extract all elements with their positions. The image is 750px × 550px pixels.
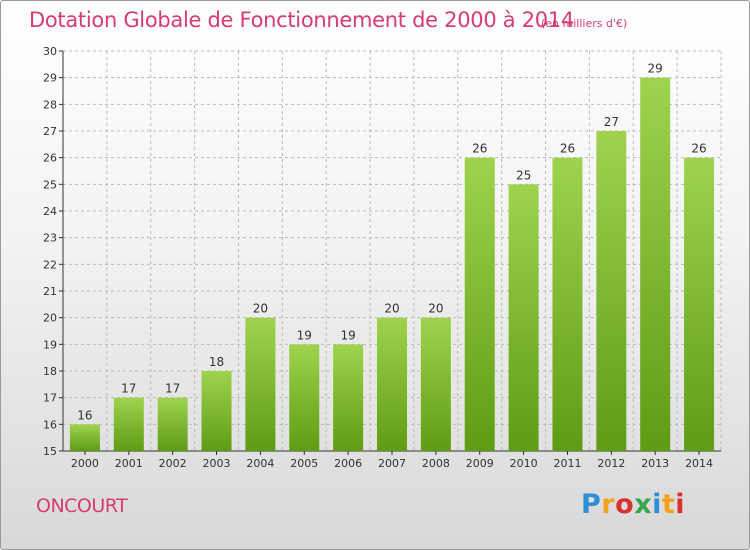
- y-tick-label: 22: [43, 258, 57, 271]
- labels: 15 16 17 18 19 20 21 22 23 24 25 26 27 28 29 30 16 2000 17…: [43, 45, 713, 470]
- y-tick-label: 26: [43, 152, 57, 165]
- value-label: 29: [648, 62, 663, 76]
- y-tick-label: 23: [43, 232, 57, 245]
- bar-2002: [157, 397, 188, 451]
- logo-letter: r: [601, 489, 616, 520]
- bar-2001: [113, 397, 144, 451]
- y-tick-label: 20: [43, 312, 57, 325]
- bar-2000: [69, 424, 100, 451]
- value-label: 19: [340, 328, 355, 342]
- bar-2013: [640, 77, 671, 452]
- bar-2009: [464, 157, 495, 451]
- x-tick-label: 2014: [685, 457, 713, 470]
- y-tick-label: 19: [43, 338, 57, 351]
- bar-2012: [596, 131, 627, 451]
- bar-2007: [377, 317, 407, 451]
- bar-2008: [420, 317, 451, 451]
- value-label: 20: [253, 302, 268, 316]
- bar-2011: [552, 157, 583, 451]
- value-label: 20: [428, 302, 443, 316]
- chart-title: Dotation Globale de Fonctionnement de 20…: [29, 8, 574, 32]
- y-tick-label: 16: [43, 418, 57, 431]
- y-tick-label: 28: [43, 98, 57, 111]
- value-label: 17: [165, 382, 180, 396]
- x-tick-label: 2011: [553, 457, 581, 470]
- bar-2004: [245, 317, 276, 451]
- chart-unit: (en milliers d'€): [541, 17, 628, 30]
- x-tick-label: 2001: [115, 457, 143, 470]
- proxiti-logo[interactable]: Proxiti: [581, 489, 685, 520]
- logo-letter: o: [615, 489, 635, 520]
- x-tick-label: 2004: [246, 457, 274, 470]
- value-label: 26: [472, 142, 487, 156]
- logo-letter: t: [661, 489, 676, 520]
- bars: [69, 77, 715, 452]
- value-label: 26: [691, 142, 706, 156]
- value-label: 17: [121, 382, 136, 396]
- logo-letter: x: [634, 489, 653, 520]
- x-tick-label: 2009: [466, 457, 494, 470]
- value-label: 26: [560, 142, 575, 156]
- logo-letter: P: [581, 489, 602, 520]
- y-tick-label: 27: [43, 125, 57, 138]
- value-label: 25: [516, 168, 531, 182]
- y-tick-label: 21: [43, 285, 57, 298]
- x-tick-label: 2007: [378, 457, 406, 470]
- y-tick-label: 30: [43, 45, 57, 58]
- y-tick-label: 18: [43, 365, 57, 378]
- bar-2006: [333, 344, 364, 451]
- x-tick-label: 2012: [597, 457, 625, 470]
- x-tick-label: 2003: [203, 457, 231, 470]
- y-tick-label: 24: [43, 205, 57, 218]
- x-tick-label: 2005: [290, 457, 318, 470]
- y-tick-label: 17: [43, 392, 57, 405]
- value-label: 27: [604, 115, 619, 129]
- y-tick-label: 15: [43, 445, 57, 458]
- y-tick-label: 25: [43, 178, 57, 191]
- value-label: 16: [77, 408, 92, 422]
- logo-letter: i: [652, 489, 662, 520]
- y-tick-label: 29: [43, 72, 57, 85]
- x-tick-label: 2008: [422, 457, 450, 470]
- bar-2014: [684, 157, 715, 451]
- commune-name: ONCOURT: [36, 495, 128, 517]
- bar-2003: [201, 371, 232, 451]
- x-tick-label: 2006: [334, 457, 362, 470]
- logo-letter: i: [675, 489, 686, 520]
- value-label: 18: [209, 355, 224, 369]
- x-tick-label: 2002: [159, 457, 187, 470]
- x-tick-label: 2000: [71, 457, 99, 470]
- value-label: 20: [384, 302, 399, 316]
- x-tick-label: 2010: [510, 457, 538, 470]
- value-label: 19: [297, 328, 312, 342]
- bar-2005: [289, 344, 320, 451]
- bar-2010: [508, 184, 539, 452]
- x-tick-label: 2013: [641, 457, 669, 470]
